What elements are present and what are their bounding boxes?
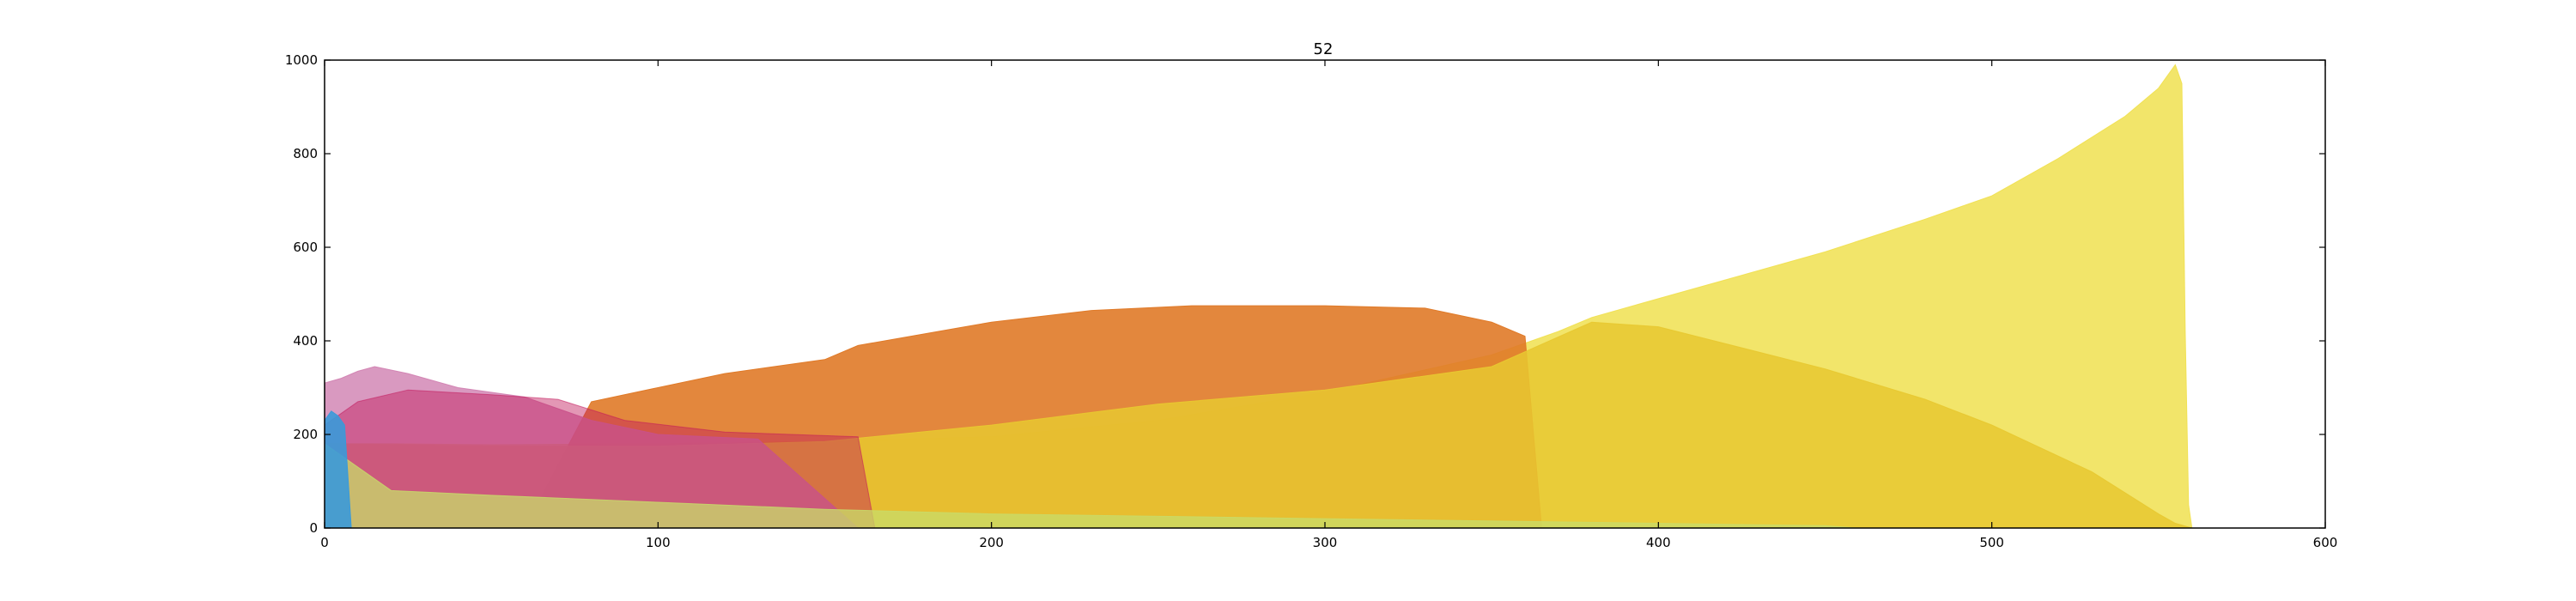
y-tick-label: 800	[293, 146, 318, 161]
series-area-3	[324, 366, 860, 529]
series-area-5	[324, 442, 1859, 529]
x-tick-label: 300	[1313, 535, 1338, 550]
y-tick-label: 200	[293, 427, 318, 442]
chart-title: 52	[1314, 40, 1334, 58]
x-tick-label: 100	[646, 535, 671, 550]
x-tick-label: 0	[320, 535, 329, 550]
y-tick-label: 400	[293, 333, 318, 349]
y-tick-label: 600	[293, 240, 318, 255]
x-tick-label: 500	[1979, 535, 2004, 550]
x-tick-label: 600	[2313, 535, 2338, 550]
y-tick-label: 1000	[285, 52, 318, 68]
y-tick-label: 0	[309, 520, 318, 536]
tick-layer: 0 100 200 300 400 500 600 0 200 400 600 800 1000	[285, 52, 2338, 550]
x-tick-label: 400	[1646, 535, 1671, 550]
x-tick-label: 200	[979, 535, 1004, 550]
series-layer	[324, 64, 2193, 529]
